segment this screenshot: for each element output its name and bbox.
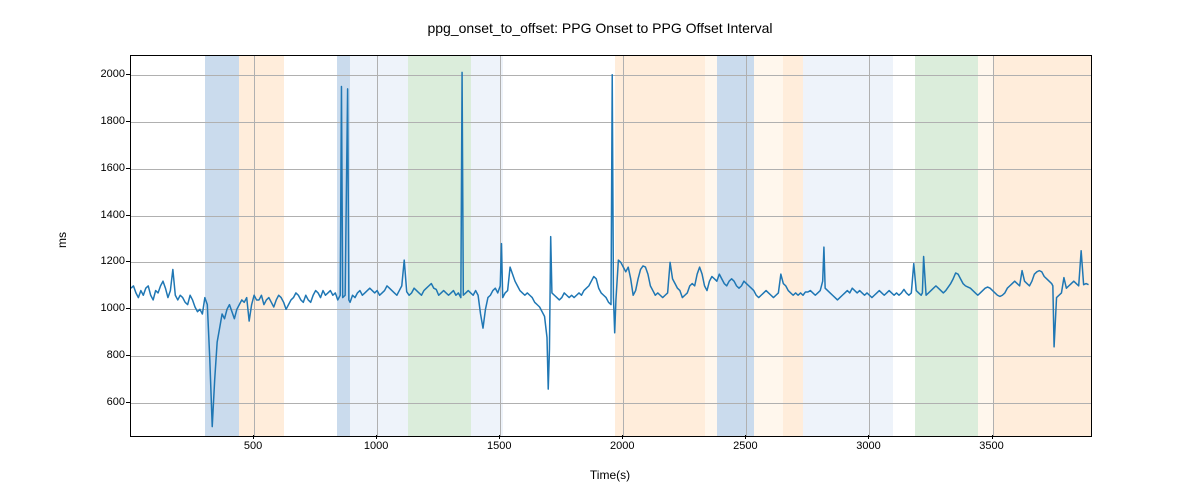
y-tick-mark [126,74,130,75]
series-line [131,72,1089,426]
y-tick-mark [126,261,130,262]
x-tick-mark [622,435,623,439]
plot-area [130,55,1092,437]
y-tick-mark [126,121,130,122]
x-tick-mark [376,435,377,439]
x-tick-label: 3000 [856,440,880,452]
x-tick-label: 1000 [364,440,388,452]
y-axis-label: ms [55,232,69,248]
x-tick-mark [992,435,993,439]
y-tick-mark [126,308,130,309]
chart-container: ppg_onset_to_offset: PPG Onset to PPG Of… [0,0,1200,500]
x-tick-mark [253,435,254,439]
x-tick-label: 500 [244,440,262,452]
y-tick-label: 600 [107,396,125,408]
y-tick-label: 1600 [101,162,125,174]
x-tick-mark [868,435,869,439]
y-tick-label: 2000 [101,68,125,80]
x-tick-mark [745,435,746,439]
y-tick-label: 1200 [101,255,125,267]
x-tick-label: 3500 [979,440,1003,452]
x-tick-label: 1500 [487,440,511,452]
y-tick-mark [126,402,130,403]
y-tick-mark [126,168,130,169]
y-tick-label: 1800 [101,115,125,127]
chart-title: ppg_onset_to_offset: PPG Onset to PPG Of… [0,20,1200,36]
x-axis-label: Time(s) [130,468,1090,482]
y-tick-label: 1400 [101,209,125,221]
y-tick-label: 1000 [101,302,125,314]
data-line [131,56,1091,436]
y-tick-label: 800 [107,349,125,361]
x-tick-mark [499,435,500,439]
x-tick-label: 2000 [610,440,634,452]
y-tick-mark [126,355,130,356]
x-tick-label: 2500 [733,440,757,452]
y-tick-mark [126,215,130,216]
